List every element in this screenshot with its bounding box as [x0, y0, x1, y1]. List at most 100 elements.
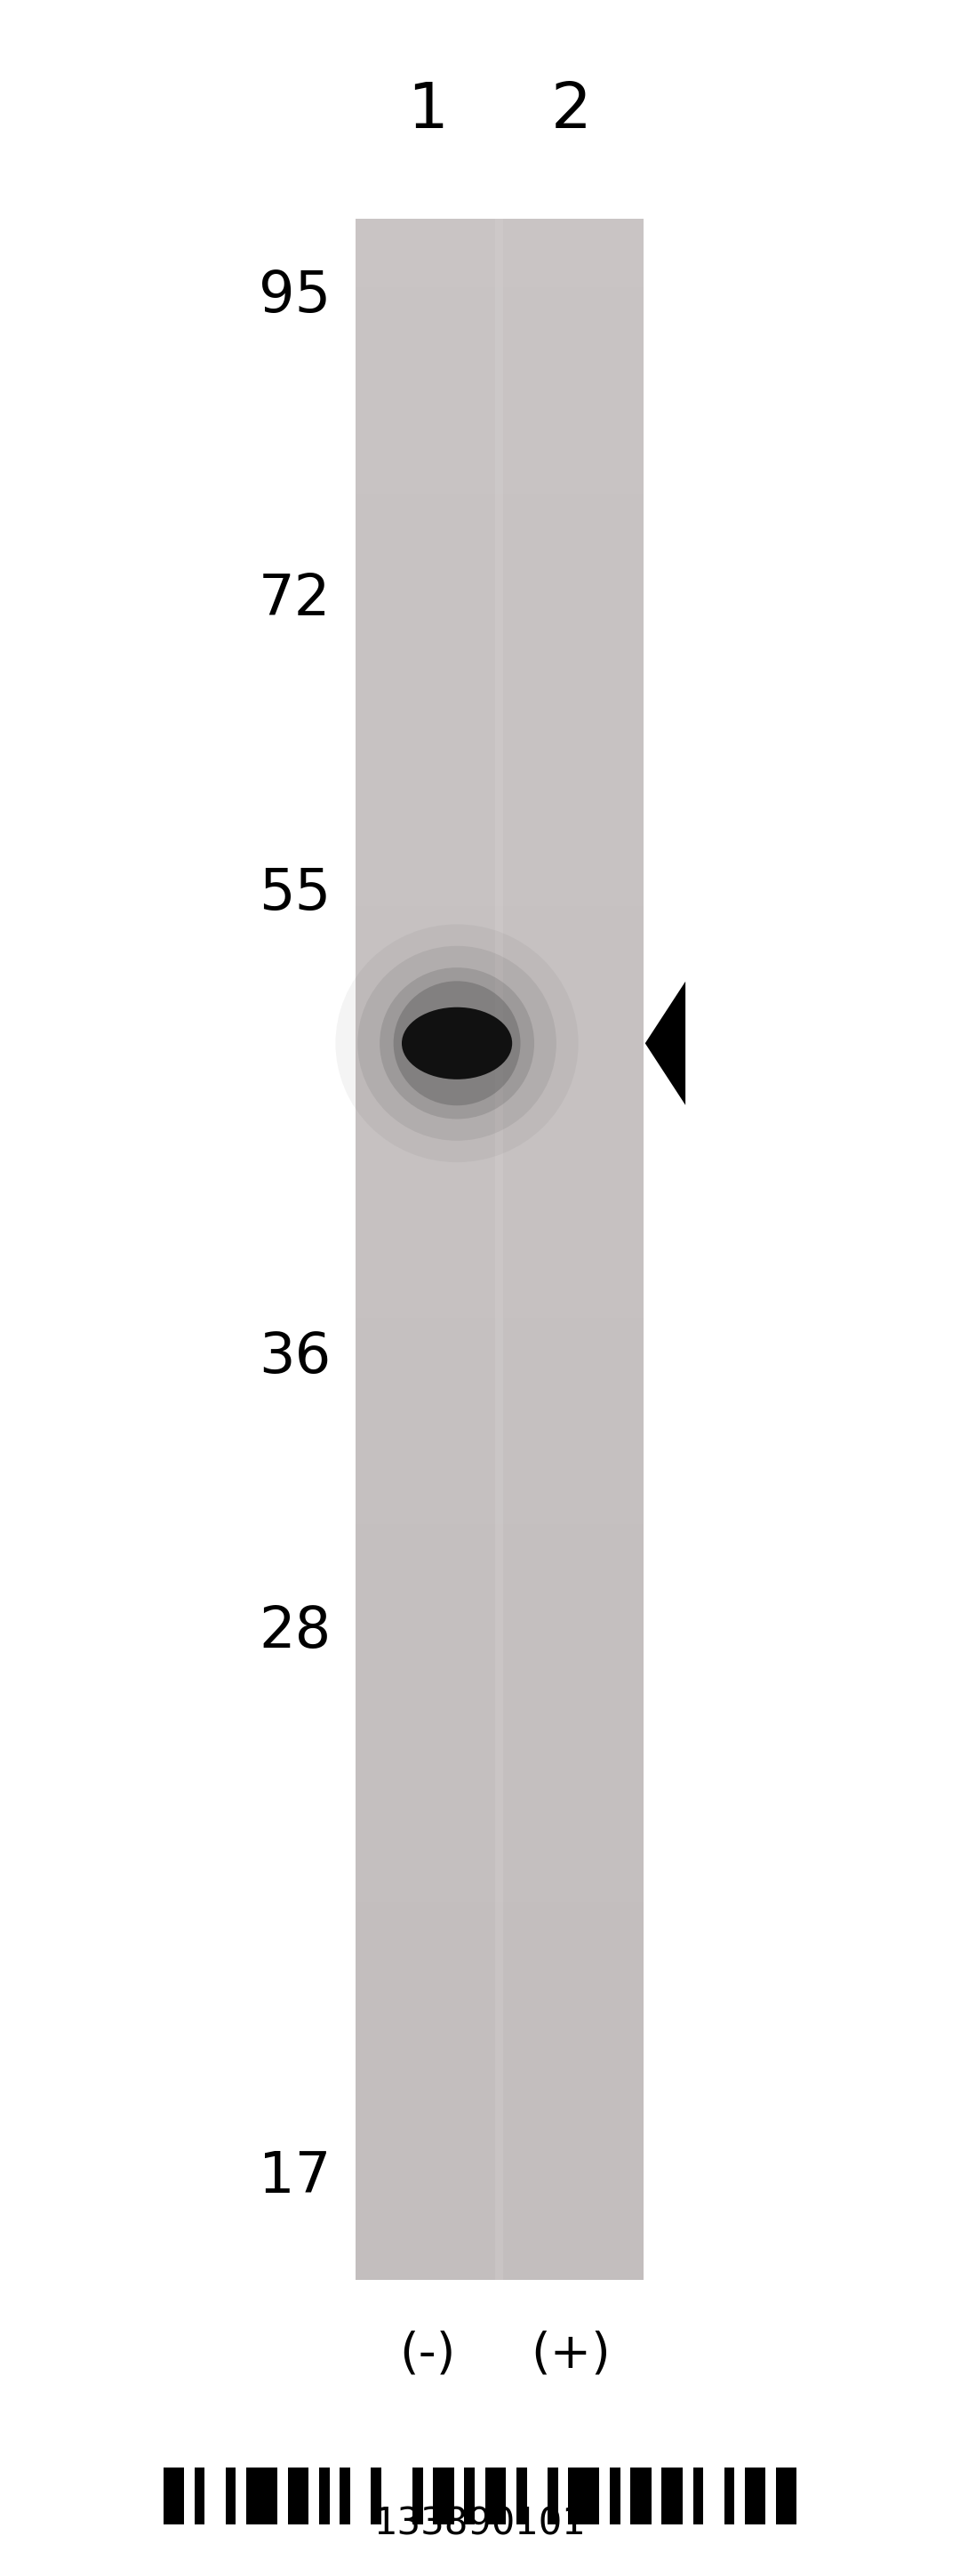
Bar — [340, 2468, 350, 2524]
Bar — [355, 1868, 643, 1901]
Bar — [568, 2468, 599, 2524]
Bar — [355, 2177, 643, 2210]
Bar — [485, 2468, 506, 2524]
Text: (-): (-) — [399, 2331, 455, 2378]
Bar — [355, 1525, 643, 1558]
Bar — [355, 768, 643, 804]
Bar — [355, 392, 643, 425]
Text: 133890101: 133890101 — [373, 2506, 587, 2543]
Bar — [355, 1937, 643, 1971]
Bar — [355, 1422, 643, 1455]
Text: 95: 95 — [259, 268, 331, 325]
Bar — [355, 1731, 643, 1765]
Ellipse shape — [401, 1007, 513, 1079]
Bar — [355, 355, 643, 392]
Bar — [355, 2004, 643, 2040]
Bar — [247, 2468, 277, 2524]
Bar — [547, 2468, 558, 2524]
Bar — [433, 2468, 454, 2524]
Bar — [516, 2468, 527, 2524]
Bar — [355, 2143, 643, 2177]
Bar — [355, 598, 643, 631]
Bar — [355, 1695, 643, 1731]
Bar — [226, 2468, 236, 2524]
Bar — [661, 2468, 683, 2524]
Bar — [355, 2210, 643, 2246]
Text: 36: 36 — [259, 1329, 331, 1383]
Text: 72: 72 — [259, 572, 331, 626]
Bar — [355, 804, 643, 837]
Bar — [355, 1113, 643, 1146]
Bar — [355, 252, 643, 289]
Bar — [355, 562, 643, 598]
Bar — [355, 1249, 643, 1283]
Text: 55: 55 — [259, 866, 331, 922]
Bar — [355, 1765, 643, 1798]
Bar — [288, 2468, 308, 2524]
Bar — [355, 459, 643, 495]
Bar — [355, 1146, 643, 1180]
Bar — [355, 1628, 643, 1662]
Bar — [355, 871, 643, 907]
Bar — [745, 2468, 766, 2524]
Bar — [355, 1798, 643, 1834]
Bar — [371, 2468, 381, 2524]
Bar — [355, 1834, 643, 1868]
Bar — [355, 837, 643, 871]
Bar — [355, 1901, 643, 1937]
Bar — [776, 2468, 797, 2524]
Bar — [355, 631, 643, 665]
Polygon shape — [645, 981, 685, 1105]
Bar — [413, 2468, 422, 2524]
Ellipse shape — [394, 981, 520, 1105]
Bar — [724, 2468, 734, 2524]
Bar — [355, 734, 643, 768]
Ellipse shape — [335, 925, 578, 1162]
Text: 28: 28 — [259, 1605, 331, 1659]
Ellipse shape — [379, 969, 534, 1118]
Bar — [355, 701, 643, 734]
Bar — [355, 1043, 643, 1077]
Bar — [355, 1319, 643, 1352]
Bar — [355, 322, 643, 355]
Bar — [355, 2107, 643, 2143]
Text: 17: 17 — [259, 2148, 331, 2205]
Bar — [355, 1010, 643, 1043]
Bar — [355, 2040, 643, 2074]
Bar — [355, 2074, 643, 2107]
Bar — [355, 1077, 643, 1113]
Bar — [355, 1386, 643, 1422]
Bar — [693, 2468, 704, 2524]
Bar — [355, 495, 643, 528]
Bar — [355, 1180, 643, 1216]
Bar — [355, 665, 643, 701]
Bar — [355, 219, 643, 2280]
Bar — [319, 2468, 329, 2524]
Bar — [355, 1592, 643, 1628]
Bar — [355, 1662, 643, 1695]
Bar — [355, 528, 643, 562]
Bar — [355, 1352, 643, 1386]
Bar — [631, 2468, 652, 2524]
Bar — [355, 907, 643, 940]
Bar — [194, 2468, 204, 2524]
Bar — [355, 289, 643, 322]
Ellipse shape — [357, 945, 556, 1141]
Bar — [610, 2468, 620, 2524]
Bar — [355, 1971, 643, 2004]
Bar — [355, 1558, 643, 1592]
Bar — [355, 1489, 643, 1525]
Bar — [355, 219, 643, 252]
Text: (+): (+) — [531, 2331, 612, 2378]
Bar — [355, 2246, 643, 2280]
Bar — [355, 425, 643, 459]
Bar — [465, 2468, 475, 2524]
Bar — [495, 219, 503, 2280]
Text: 2: 2 — [551, 80, 591, 142]
Bar — [355, 974, 643, 1010]
Text: 1: 1 — [407, 80, 447, 142]
Bar — [163, 2468, 184, 2524]
Bar — [355, 1216, 643, 1249]
Bar — [355, 1283, 643, 1319]
Bar — [355, 940, 643, 974]
